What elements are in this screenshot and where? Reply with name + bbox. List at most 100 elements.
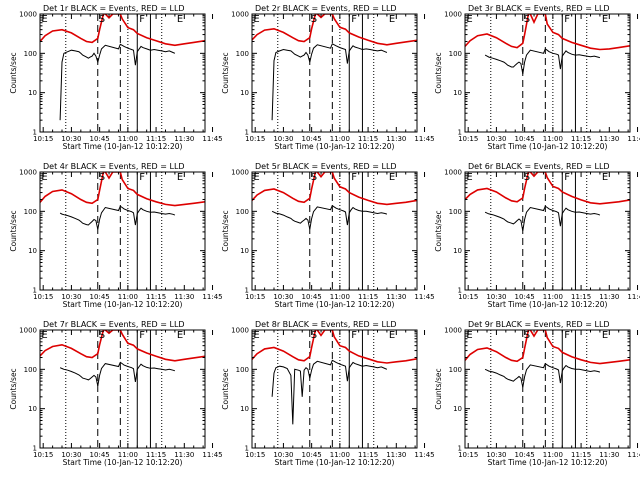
- y-tick-label: 1000: [231, 327, 249, 335]
- series-lld-line: [465, 14, 630, 51]
- x-tick-label: 10:15: [458, 293, 478, 301]
- panel-title: Det 7r BLACK = Events, RED = LLD: [43, 320, 185, 329]
- y-tick-label: 10: [240, 89, 249, 97]
- panel-7: Det 7r BLACK = Events, RED = LLD 1 10 100 10…: [9, 320, 223, 467]
- phase-marker: S: [311, 172, 317, 183]
- x-tick-label: 10:30: [273, 135, 293, 143]
- x-tick-label: 11:15: [571, 293, 591, 301]
- x-tick-label: 10:30: [486, 135, 506, 143]
- y-tick-label: 1: [33, 287, 37, 295]
- x-tick-label: 11:15: [358, 293, 378, 301]
- series-events-line: [271, 359, 388, 425]
- panel-title: Det 3r BLACK = Events, RED = LLD: [468, 4, 610, 13]
- x-tick-label: 11:30: [174, 451, 194, 459]
- x-tick-label: 11:15: [146, 135, 166, 143]
- phase-marker: F: [564, 172, 570, 183]
- phase-marker: E: [253, 330, 259, 341]
- x-axis-label: Start Time (10-Jan-12 10:12:20): [488, 458, 608, 467]
- panel-1: Det 1r BLACK = Events, RED = LLD 1 10 100 10…: [9, 4, 223, 151]
- y-tick-label: 1000: [19, 169, 37, 177]
- y-tick-label: 10: [240, 405, 249, 413]
- y-tick-label: 1: [245, 287, 249, 295]
- phase-marker: E: [177, 14, 183, 25]
- x-tick-label: 10:30: [486, 451, 506, 459]
- x-tick-label: 10:45: [302, 135, 322, 143]
- x-tick-label: 11:00: [543, 293, 563, 301]
- y-axis-label: Counts/sec: [434, 52, 443, 93]
- phase-marker: F: [351, 14, 357, 25]
- panel-6: Det 6r BLACK = Events, RED = LLD 1 10 100 10…: [434, 162, 640, 309]
- x-tick-label: 11:45: [202, 135, 222, 143]
- x-tick-label: 10:45: [302, 451, 322, 459]
- panel-title: Det 1r BLACK = Events, RED = LLD: [43, 4, 185, 13]
- y-tick-label: 100: [24, 50, 37, 58]
- series-events-line: [484, 205, 601, 231]
- series-group: [465, 14, 630, 74]
- phase-marker: E: [41, 14, 47, 25]
- x-tick-label: 11:00: [543, 451, 563, 459]
- series-events-line: [484, 48, 601, 74]
- x-tick-label: 11:00: [330, 451, 350, 459]
- series-lld-line: [465, 330, 630, 365]
- plot-frame: [39, 171, 206, 291]
- x-tick-label: 11:30: [386, 451, 406, 459]
- x-tick-label: 10:45: [90, 293, 110, 301]
- phase-marker: F: [351, 330, 357, 341]
- y-axis-label: Counts/sec: [221, 52, 230, 93]
- x-tick-label: 11:15: [146, 293, 166, 301]
- x-tick-label: 11:45: [202, 293, 222, 301]
- y-tick-label: 1000: [231, 169, 249, 177]
- phase-marker: E: [466, 14, 472, 25]
- y-tick-label: 10: [453, 405, 462, 413]
- phase-marker: E: [602, 330, 608, 341]
- y-tick-label: 10: [453, 89, 462, 97]
- x-tick-label: 11:45: [627, 135, 640, 143]
- phase-marker: E: [389, 172, 395, 183]
- series-events-line: [271, 43, 388, 121]
- phase-marker: S: [311, 330, 317, 341]
- series-group: [40, 330, 205, 387]
- phase-marker: S: [524, 330, 530, 341]
- x-tick-label: 11:30: [386, 293, 406, 301]
- y-tick-label: 1000: [444, 11, 462, 19]
- x-tick-label: 11:15: [571, 135, 591, 143]
- x-tick-label: 11:00: [330, 135, 350, 143]
- phase-marker: S: [524, 14, 530, 25]
- phase-marker: S: [99, 172, 105, 183]
- phase-marker: F: [351, 172, 357, 183]
- plot-frame: [39, 329, 206, 449]
- series-events-line: [484, 362, 601, 388]
- x-tick-label: 11:45: [202, 451, 222, 459]
- plot-frame: [251, 329, 418, 449]
- x-tick-label: 11:45: [414, 135, 434, 143]
- x-axis-label: Start Time (10-Jan-12 10:12:20): [275, 458, 395, 467]
- panel-title: Det 5r BLACK = Events, RED = LLD: [255, 162, 397, 171]
- x-tick-label: 11:00: [118, 451, 138, 459]
- series-group: [252, 172, 417, 230]
- x-tick-label: 10:45: [515, 135, 535, 143]
- y-tick-label: 10: [240, 247, 249, 255]
- phase-marker: S: [311, 14, 317, 25]
- y-axis-label: Counts/sec: [9, 52, 18, 93]
- series-group: [252, 14, 417, 121]
- y-tick-label: 1: [458, 287, 462, 295]
- y-tick-label: 100: [449, 366, 462, 374]
- y-tick-label: 1: [458, 129, 462, 137]
- series-lld-line: [252, 14, 417, 46]
- phase-marker: E: [466, 330, 472, 341]
- x-tick-label: 11:30: [174, 293, 194, 301]
- y-axis-label: Counts/sec: [221, 210, 230, 251]
- x-tick-label: 11:00: [118, 293, 138, 301]
- x-tick-label: 11:00: [118, 135, 138, 143]
- phase-marker: E: [177, 330, 183, 341]
- plot-frame: [464, 171, 631, 291]
- x-tick-label: 11:30: [174, 135, 194, 143]
- y-axis-label: Counts/sec: [9, 210, 18, 251]
- series-events-line: [59, 205, 176, 230]
- series-lld-line: [40, 330, 205, 362]
- y-tick-label: 10: [28, 247, 37, 255]
- phase-marker: F: [564, 14, 570, 25]
- x-tick-label: 11:45: [627, 451, 640, 459]
- y-axis-label: Counts/sec: [9, 368, 18, 409]
- x-tick-label: 10:15: [458, 135, 478, 143]
